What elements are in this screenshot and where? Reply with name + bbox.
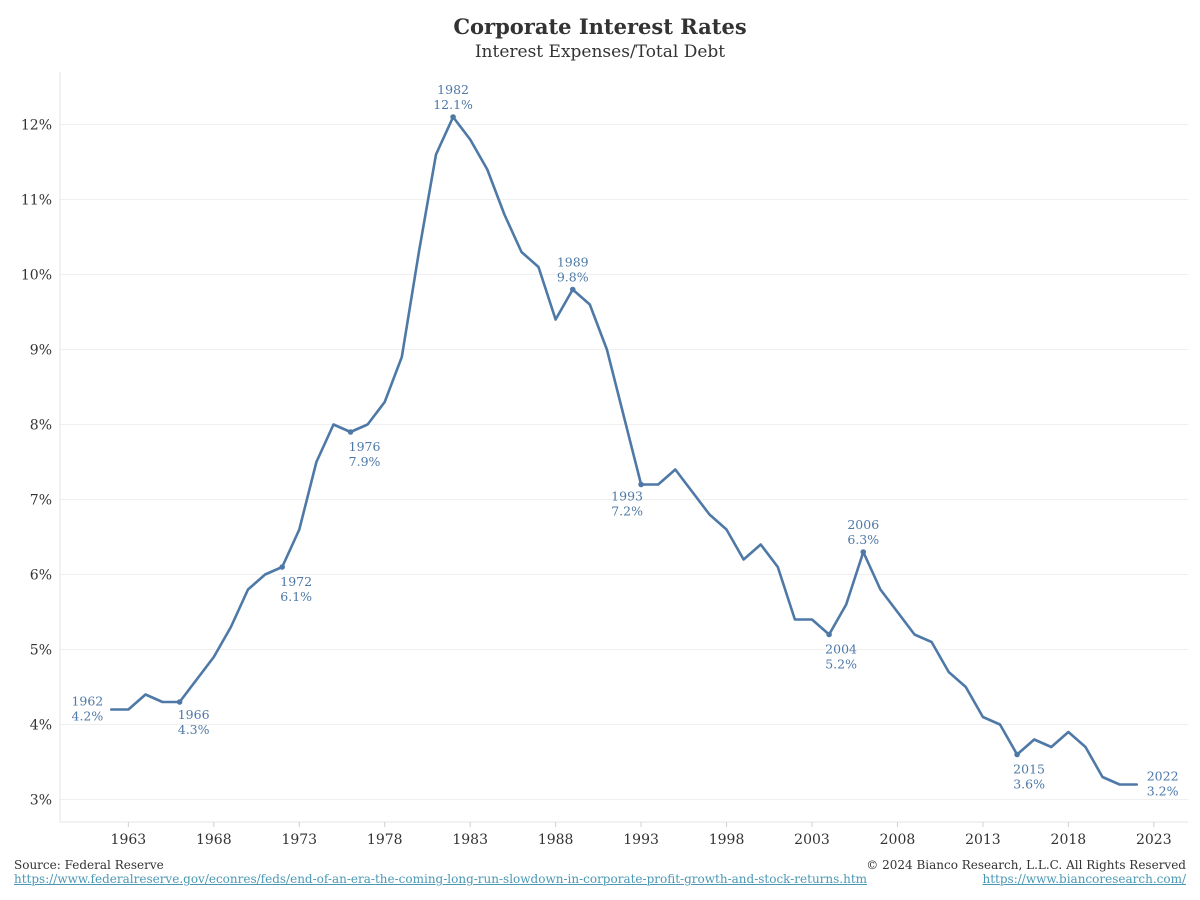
annotation-marker [347, 429, 354, 435]
x-tick-label: 1978 [367, 832, 403, 848]
annotation-year: 1989 [557, 255, 589, 270]
annotation-value: 3.2% [1147, 784, 1179, 799]
annotation-year: 2004 [825, 642, 857, 657]
series-line [110, 115, 1138, 786]
x-tick-label: 1963 [111, 832, 147, 848]
x-tick-label: 1968 [196, 832, 232, 848]
y-tick-label: 7% [30, 493, 52, 509]
y-tick-label: 5% [30, 643, 52, 659]
annotation-value: 7.2% [611, 504, 643, 519]
annotation-value: 6.1% [280, 589, 312, 604]
y-tick-label: 4% [30, 718, 52, 734]
x-tick-label: 1973 [281, 832, 317, 848]
annotation-year: 1982 [437, 82, 469, 97]
source-label: Source: Federal Reserve [14, 858, 164, 872]
annotation-year: 1962 [71, 694, 103, 709]
annotation-value: 12.1% [433, 97, 473, 112]
annotation-year: 2006 [847, 517, 879, 532]
annotation-value: 3.6% [1013, 777, 1045, 792]
chart-title: Corporate Interest Rates [453, 14, 747, 39]
annotation-value: 9.8% [557, 270, 589, 285]
series-polyline [110, 115, 1138, 786]
x-tick-label: 2003 [794, 832, 830, 848]
annotation-marker [860, 549, 867, 555]
x-tick-label: 1988 [538, 832, 574, 848]
annotation-marker [176, 699, 183, 705]
chart-subtitle: Interest Expenses/Total Debt [474, 42, 726, 62]
annotation-marker [450, 114, 456, 120]
annotation-marker [638, 481, 644, 488]
annotation-marker [279, 564, 285, 570]
y-tick-label: 10% [21, 268, 52, 284]
annotation-year: 1966 [178, 707, 210, 722]
x-tick-label: 1983 [452, 832, 488, 848]
x-tick-label: 1998 [709, 832, 745, 848]
y-tick-label: 8% [30, 418, 52, 434]
annotation-marker [569, 286, 576, 293]
annotation-marker [826, 631, 832, 638]
annotation-marker [1014, 751, 1020, 758]
annotation-year: 1993 [611, 489, 643, 504]
annotation-value: 6.3% [847, 532, 879, 547]
x-tick-label: 2008 [880, 832, 916, 848]
footer-source: Source: Federal Reserve https://www.fede… [14, 858, 867, 886]
y-tick-label: 6% [30, 568, 52, 584]
annotation-value: 4.3% [178, 722, 210, 737]
site-link[interactable]: https://www.biancoresearch.com/ [982, 872, 1186, 886]
footer-copyright: © 2024 Bianco Research, L.L.C. All Right… [866, 858, 1186, 886]
y-tick-label: 11% [21, 193, 52, 209]
annotation-year: 1972 [280, 574, 312, 589]
x-tick-label: 2018 [1051, 832, 1087, 848]
y-tick-label: 3% [30, 793, 52, 809]
annotation-value: 5.2% [825, 657, 857, 672]
x-tick-label: 2023 [1136, 832, 1172, 848]
axes: 3% 4% 5% 6% 7% 8% 9% 10% 11% 12% 1963 1968 1973 1978 1… [21, 72, 1188, 848]
y-tick-label: 12% [21, 118, 52, 134]
annotation-value: 4.2% [72, 709, 104, 724]
annotation-value: 7.9% [349, 454, 381, 469]
y-tick-label: 9% [30, 343, 52, 359]
grid-lines [60, 124, 1188, 800]
copyright-text: © 2024 Bianco Research, L.L.C. All Right… [866, 858, 1186, 872]
annotation-year: 2015 [1013, 762, 1045, 777]
x-tick-label: 1993 [623, 832, 659, 848]
annotation-year: 1976 [349, 439, 381, 454]
x-tick-label: 2013 [965, 832, 1001, 848]
source-link[interactable]: https://www.federalreserve.gov/econres/f… [14, 872, 868, 886]
annotation-year: 2022 [1147, 769, 1179, 784]
